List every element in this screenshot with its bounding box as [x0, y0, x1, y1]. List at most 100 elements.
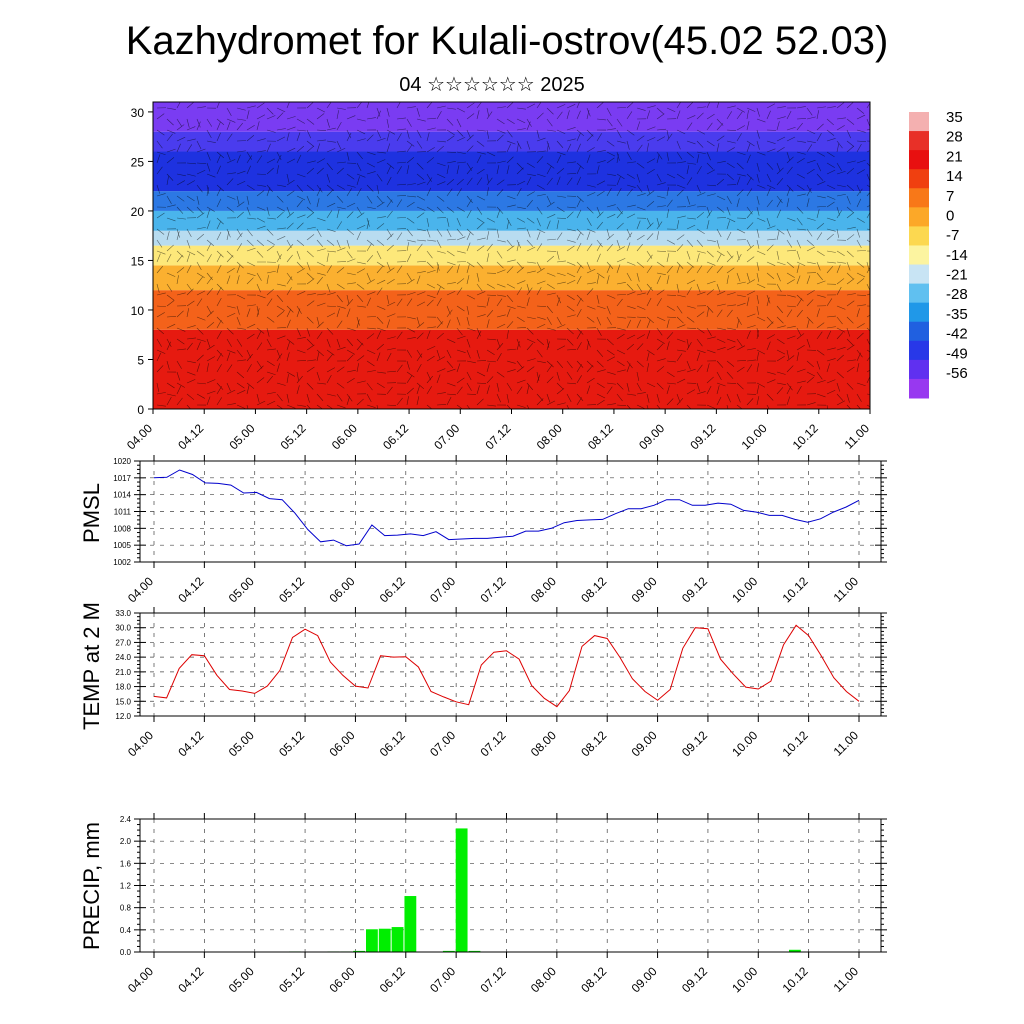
precip-ylabel: PRECIP, mm — [79, 822, 104, 950]
wind-barb — [506, 220, 510, 230]
wind-barb — [656, 298, 662, 307]
ytick-label: 1.6 — [120, 859, 132, 868]
wind-barb — [696, 211, 705, 219]
wind-barb — [496, 261, 504, 269]
wind-barb — [366, 151, 376, 156]
pmsl-grid — [140, 460, 881, 563]
wind-barb — [566, 138, 576, 142]
wind-barb — [686, 177, 693, 186]
wind-barb — [456, 161, 466, 164]
wind-barb — [166, 133, 173, 142]
wind-barb — [226, 305, 236, 309]
wind-barb — [276, 184, 286, 187]
wind-barb — [796, 122, 803, 131]
wind-barb — [336, 366, 345, 373]
xtick-label: 04.12 — [175, 574, 206, 605]
wind-barb — [636, 334, 645, 340]
wind-barb — [736, 189, 744, 197]
wind-barb — [846, 293, 856, 296]
xtick-label: 04.12 — [175, 728, 206, 759]
wind-barb — [256, 190, 265, 197]
wind-barb — [356, 380, 366, 384]
wind-barb — [786, 272, 795, 278]
wind-barb — [546, 316, 552, 325]
wind-barb — [756, 316, 766, 322]
xtick-label: 10.12 — [780, 574, 811, 605]
wind-barb — [786, 385, 792, 395]
wind-barb — [676, 353, 683, 362]
wind-barb — [266, 107, 274, 115]
wind-barb — [266, 391, 276, 395]
wind-barb — [336, 167, 344, 175]
wind-barb — [786, 166, 793, 175]
wind-barb — [396, 166, 402, 175]
wind-barb — [656, 107, 664, 115]
wind-barb — [326, 118, 330, 128]
wind-barb — [196, 316, 206, 321]
wind-barb — [736, 393, 741, 403]
wind-barb — [626, 161, 636, 164]
colorbar-swatch-1 — [909, 131, 929, 151]
wind-barb — [516, 261, 524, 269]
wind-barb — [636, 173, 641, 183]
wind-barb — [436, 217, 447, 219]
wind-barb — [246, 134, 255, 142]
wind-barb — [766, 103, 776, 109]
temp-ylabel: TEMP at 2 M — [79, 602, 104, 730]
wind-barb — [756, 305, 759, 315]
wind-barb — [646, 143, 649, 153]
wind-barb — [656, 250, 666, 252]
wind-barb — [656, 195, 666, 199]
wind-barb — [176, 360, 182, 369]
wind-barb — [846, 167, 855, 175]
wind-barb — [316, 352, 320, 362]
wind-barb — [856, 304, 866, 307]
ytick-label: 1005 — [113, 541, 131, 550]
wind-barb — [716, 206, 725, 213]
wind-barb — [756, 283, 766, 289]
wind-barb — [786, 335, 796, 340]
wind-barb — [376, 239, 385, 246]
wind-barb — [336, 221, 343, 230]
wind-barb — [346, 298, 354, 307]
wind-barb — [276, 211, 284, 219]
wind-barb — [716, 309, 723, 318]
wind-barb — [756, 272, 760, 282]
wind-barb — [716, 347, 726, 351]
wind-barb — [666, 316, 676, 318]
wind-barb — [756, 184, 766, 189]
wind-barb — [386, 143, 391, 153]
wind-barb — [856, 159, 866, 164]
wind-barb — [586, 228, 596, 233]
wind-barb — [766, 184, 776, 190]
wind-barb — [726, 173, 734, 181]
wind-barb — [186, 300, 195, 307]
wind-barb — [386, 404, 396, 407]
wind-barb — [466, 209, 472, 219]
wind-barb — [186, 206, 194, 214]
wind-barb — [586, 305, 596, 310]
wind-barb — [646, 217, 652, 227]
wind-barb — [486, 376, 494, 384]
ytick-label: 27.0 — [115, 638, 131, 647]
wind-barb — [306, 140, 315, 147]
xtick-label: 10.00 — [729, 964, 760, 995]
wind-barb — [796, 264, 800, 274]
wind-barb — [186, 180, 195, 186]
precip-bar — [455, 828, 468, 952]
wind-barb — [546, 238, 556, 241]
wind-barb — [166, 300, 175, 307]
wind-barb — [536, 374, 541, 384]
wind-barb — [216, 349, 224, 357]
wind-barb — [446, 228, 452, 238]
wind-barb — [486, 231, 490, 241]
wind-barb — [316, 187, 322, 197]
wind-barb — [206, 338, 211, 348]
wind-barb — [716, 102, 720, 109]
wind-barb — [156, 166, 163, 175]
wind-barb — [656, 393, 660, 403]
wind-barb — [156, 193, 166, 197]
wind-barb — [286, 287, 292, 296]
ytick-label: 1.2 — [120, 882, 132, 891]
wind-barb — [746, 297, 750, 307]
